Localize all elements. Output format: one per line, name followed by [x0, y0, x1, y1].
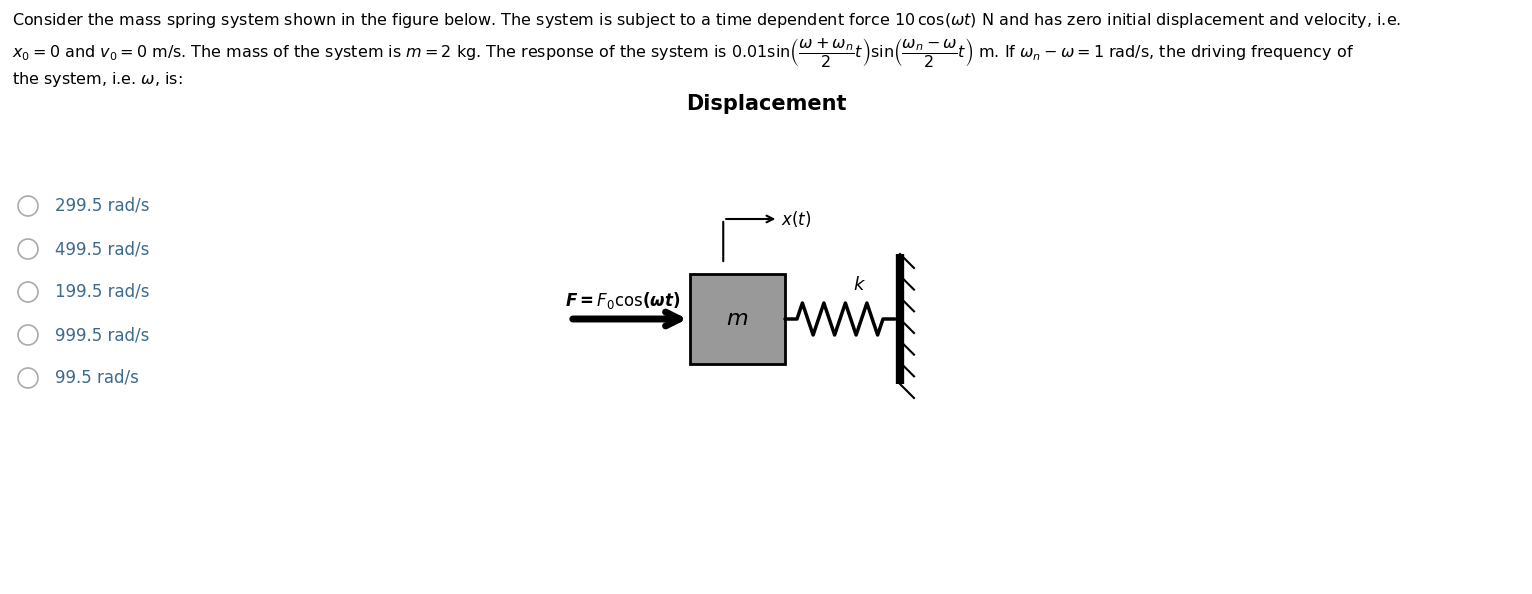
Text: 99.5 rad/s: 99.5 rad/s: [55, 369, 139, 387]
Text: $\boldsymbol{F = F_0\mathrm{cos}(\omega t)}$: $\boldsymbol{F = F_0\mathrm{cos}(\omega …: [565, 290, 680, 311]
Circle shape: [18, 368, 38, 388]
Text: Displacement: Displacement: [686, 94, 846, 114]
Bar: [689, 274, 784, 364]
Circle shape: [18, 325, 38, 345]
Text: $m$: $m$: [726, 309, 749, 329]
Text: the system, i.e. $\omega$, is:: the system, i.e. $\omega$, is:: [12, 70, 182, 89]
Text: 199.5 rad/s: 199.5 rad/s: [55, 283, 150, 301]
Text: Consider the mass spring system shown in the figure below. The system is subject: Consider the mass spring system shown in…: [12, 11, 1402, 30]
Circle shape: [18, 282, 38, 302]
Text: $x(t)$: $x(t)$: [781, 209, 812, 229]
Circle shape: [18, 196, 38, 216]
Text: $k$: $k$: [853, 276, 867, 294]
Circle shape: [18, 239, 38, 259]
Text: 999.5 rad/s: 999.5 rad/s: [55, 326, 150, 344]
Text: 499.5 rad/s: 499.5 rad/s: [55, 240, 150, 258]
Text: $x_0 = 0$ and $v_0 = 0$ m/s. The mass of the system is $m = 2$ kg. The response : $x_0 = 0$ and $v_0 = 0$ m/s. The mass of…: [12, 36, 1354, 69]
Text: 299.5 rad/s: 299.5 rad/s: [55, 197, 150, 215]
